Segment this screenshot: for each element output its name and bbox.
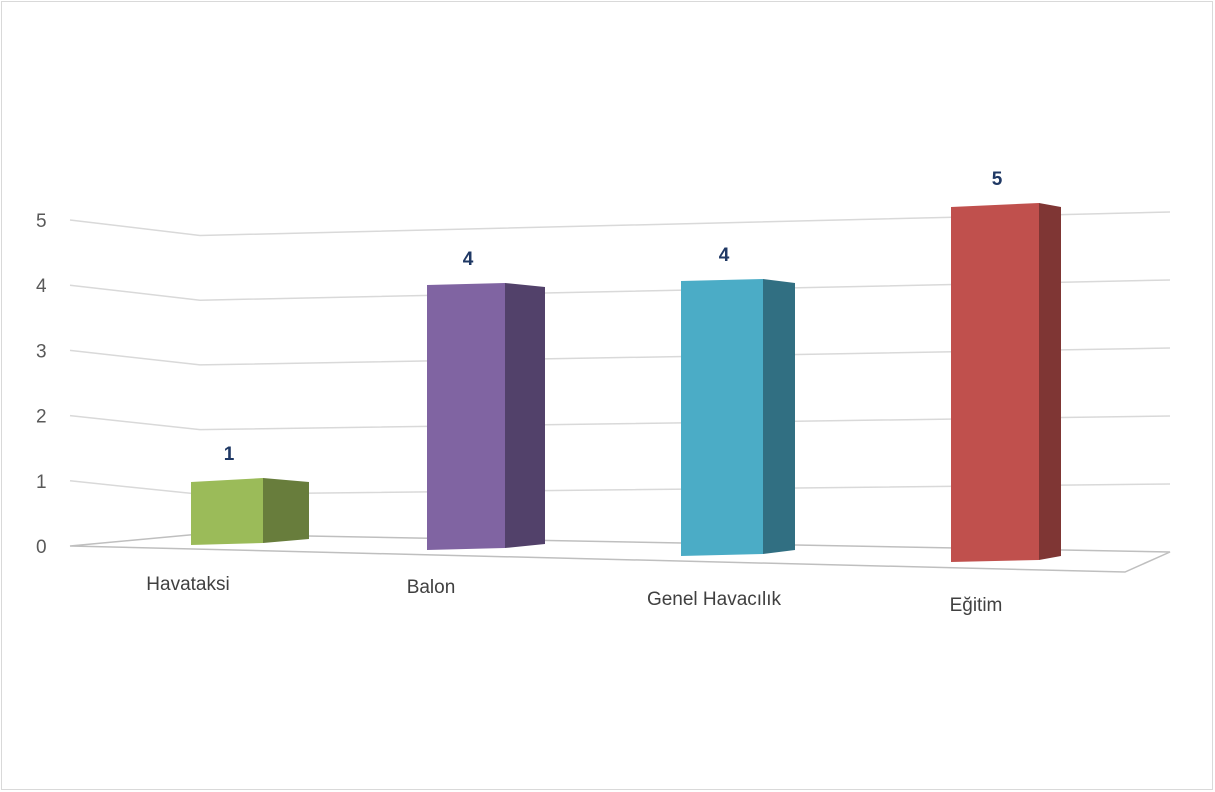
bar-genel-havacılık xyxy=(681,279,795,556)
gridline xyxy=(69,279,1171,301)
x-tick-label: Havataksi xyxy=(146,574,229,595)
bar-side xyxy=(1039,203,1061,560)
y-tick-label: 4 xyxy=(36,276,47,297)
y-axis: 0 1 2 3 4 5 xyxy=(36,211,47,558)
x-axis: Havataksi Balon Genel Havacılık Eğitim xyxy=(146,574,1002,616)
gridline xyxy=(69,347,1171,366)
bar-side xyxy=(763,279,795,554)
y-tick-label: 3 xyxy=(36,341,47,362)
bar-front xyxy=(951,203,1039,562)
data-label: 4 xyxy=(463,249,474,270)
gridlines xyxy=(69,211,1171,496)
bar-eğitim xyxy=(951,203,1061,562)
data-label: 4 xyxy=(719,245,730,266)
floor-outline xyxy=(69,533,1171,573)
data-labels: 1 4 4 5 xyxy=(224,169,1003,465)
bar-front xyxy=(681,279,763,556)
y-tick-label: 0 xyxy=(36,537,47,558)
bar-front xyxy=(427,283,505,550)
y-tick-label: 5 xyxy=(36,211,47,232)
x-tick-label: Eğitim xyxy=(950,595,1003,616)
bar-havataksi xyxy=(191,478,309,545)
chart-floor xyxy=(69,533,1171,573)
bar-front xyxy=(191,478,263,545)
y-tick-label: 1 xyxy=(36,472,47,493)
x-tick-label: Balon xyxy=(407,577,456,598)
bar-balon xyxy=(427,283,545,550)
bar-side xyxy=(263,478,309,543)
gridline xyxy=(69,211,1171,237)
bar-side xyxy=(505,283,545,548)
data-label: 5 xyxy=(992,169,1003,190)
y-tick-label: 2 xyxy=(36,407,47,428)
data-label: 1 xyxy=(224,444,235,465)
x-tick-label: Genel Havacılık xyxy=(647,589,782,610)
bars xyxy=(191,203,1061,562)
gridline xyxy=(69,414,1171,431)
